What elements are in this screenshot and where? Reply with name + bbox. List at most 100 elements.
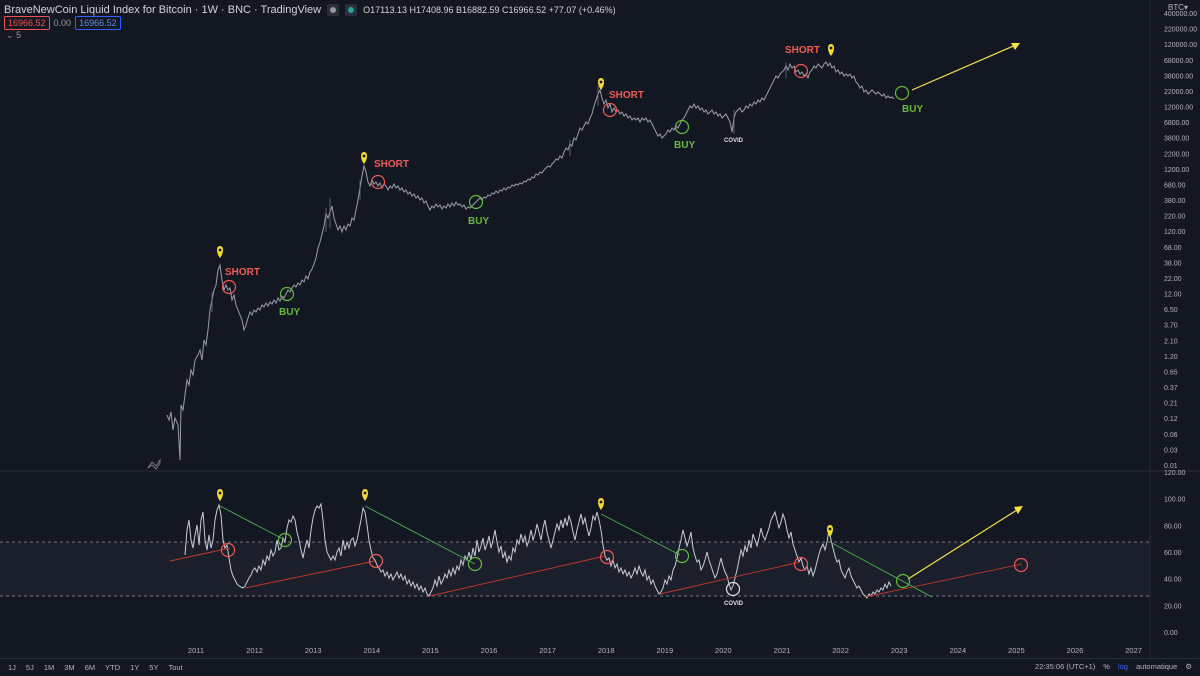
range-button-1y[interactable]: 1Y <box>130 663 140 672</box>
log-scale-toggle[interactable]: log <box>1117 662 1128 671</box>
rsi-support-line-2[interactable] <box>244 560 376 589</box>
rsi-support-line-4[interactable] <box>659 561 801 595</box>
time-axis-tick: 2019 <box>656 646 673 655</box>
indicator-count: 5 <box>16 30 22 40</box>
price-axis-tick: 0.21 <box>1164 401 1178 408</box>
location-pin-icon[interactable] <box>598 498 604 510</box>
tradingview-logo-icon <box>147 458 161 470</box>
time-axis-tick: 2024 <box>949 646 966 655</box>
short-circle[interactable] <box>602 102 618 118</box>
rsi-support-line-3[interactable] <box>429 555 606 597</box>
location-pin-icon[interactable] <box>827 525 833 537</box>
settings-gear-icon[interactable]: ⚙ <box>1185 662 1192 671</box>
price-axis[interactable]: 400000.00 220000.00 120000.00 68000.00 38000… <box>1164 11 1197 470</box>
trade-price-row: 16966.52 0.00 16966.52 <box>4 16 121 30</box>
range-button-1j[interactable]: 1J <box>8 663 16 672</box>
rsi-resistance-line-4[interactable] <box>829 541 933 598</box>
buy-circle[interactable] <box>468 194 484 210</box>
range-button-5j[interactable]: 5J <box>25 663 34 672</box>
short-circle[interactable] <box>793 63 809 79</box>
time-axis-tick: 2014 <box>363 646 380 655</box>
auto-scale-toggle[interactable]: automatique <box>1135 662 1178 671</box>
buy-circle[interactable] <box>277 532 293 548</box>
sell-price-button[interactable]: 16966.52 <box>4 16 50 30</box>
currency-selector[interactable]: BTC▾ <box>1167 3 1188 12</box>
range-button-3m[interactable]: 3M <box>64 663 75 672</box>
rsi-resistance-line-1[interactable] <box>219 505 286 541</box>
time-axis-tick: 2026 <box>1067 646 1084 655</box>
price-axis-tick: 220.00 <box>1164 214 1186 221</box>
rsi-series[interactable] <box>184 502 892 599</box>
covid-circle[interactable] <box>725 581 741 597</box>
rsi-resistance-line-2[interactable] <box>364 505 476 565</box>
price-axis-tick: 0.03 <box>1164 447 1178 454</box>
range-button-5y[interactable]: 5Y <box>149 663 159 672</box>
price-axis-tick: 22000.00 <box>1164 89 1193 96</box>
buy-circle[interactable] <box>674 119 690 135</box>
price-axis-tick: 2.10 <box>1164 338 1178 345</box>
price-series[interactable] <box>166 61 895 461</box>
market-status-icon[interactable] <box>345 4 358 16</box>
price-axis-tick: 680.00 <box>1164 182 1186 189</box>
visibility-eye-icon[interactable] <box>327 4 340 16</box>
buy-label: BUY <box>468 216 489 227</box>
buy-circle[interactable] <box>894 85 910 101</box>
percent-scale-toggle[interactable]: % <box>1103 662 1110 671</box>
short-circle[interactable] <box>599 549 615 565</box>
price-axis-tick: 38.00 <box>1164 260 1182 267</box>
time-axis-tick: 2023 <box>891 646 908 655</box>
price-axis-tick: 3800.00 <box>1164 136 1189 143</box>
indicators-collapse-toggle[interactable]: ⌄ 5 <box>6 30 21 41</box>
price-axis-tick: 2200.00 <box>1164 151 1189 158</box>
short-circle[interactable] <box>370 174 386 190</box>
short-circle[interactable] <box>368 553 384 569</box>
buy-price-button[interactable]: 16966.52 <box>75 16 121 30</box>
price-axis-tick: 0.01 <box>1164 463 1178 470</box>
short-circle[interactable] <box>220 542 236 558</box>
rsi-band <box>0 542 1150 596</box>
price-axis-tick: 3.70 <box>1164 323 1178 330</box>
rsi-support-line-1[interactable] <box>169 547 231 562</box>
range-button-ytd[interactable]: YTD <box>105 663 121 672</box>
spread-value: 0.00 <box>53 18 72 28</box>
price-axis-tick: 0.06 <box>1164 432 1178 439</box>
range-button-6m[interactable]: 6M <box>84 663 96 672</box>
location-pin-icon[interactable] <box>217 246 223 258</box>
legend-title-row: BraveNewCoin Liquid Index for Bitcoin · … <box>4 4 616 16</box>
location-pin-icon[interactable] <box>828 44 834 56</box>
location-pin-icon[interactable] <box>598 78 604 90</box>
buy-circle[interactable] <box>895 573 911 589</box>
buy-circle[interactable] <box>674 548 690 564</box>
covid-label: COVID <box>724 601 744 607</box>
short-circle[interactable] <box>793 556 809 572</box>
price-axis-tick: 68.00 <box>1164 245 1182 252</box>
short-label: SHORT <box>374 159 409 170</box>
buy-circle[interactable] <box>279 286 295 302</box>
time-axis-tick: 2021 <box>774 646 791 655</box>
time-axis-tick: 2013 <box>305 646 322 655</box>
chart-header: BraveNewCoin Liquid Index for Bitcoin · … <box>0 0 1150 40</box>
rsi-trendlines <box>169 505 1023 598</box>
short-circle[interactable] <box>221 279 237 295</box>
symbol-title[interactable]: BraveNewCoin Liquid Index for Bitcoin · … <box>4 4 322 16</box>
short-circle[interactable] <box>1013 557 1029 573</box>
time-axis-tick: 2012 <box>246 646 263 655</box>
rsi-support-line-5[interactable] <box>864 563 1023 598</box>
rsi-resistance-line-3[interactable] <box>600 513 681 556</box>
time-axis-tick: 2022 <box>832 646 849 655</box>
price-signal-circles <box>221 63 910 302</box>
scale-controls: 22:35:06 (UTC+1) % log automatique ⚙ <box>1035 662 1192 671</box>
range-button-1m[interactable]: 1M <box>43 663 55 672</box>
buy-circle[interactable] <box>467 556 483 572</box>
chart-canvas[interactable]: SHORT BUY SHORT BUY SHORT BUY COVID SHOR… <box>0 0 1200 658</box>
range-button-tout[interactable]: Tout <box>168 663 183 672</box>
location-pin-icon[interactable] <box>217 489 223 501</box>
price-projection-arrow[interactable] <box>911 43 1019 91</box>
time-axis[interactable]: 2011 2012 2013 2014 2015 2016 2017 2018 2019 2020… <box>188 646 1142 655</box>
location-pin-icon[interactable] <box>361 152 367 164</box>
rsi-projection-arrow[interactable] <box>907 507 1021 580</box>
location-pin-icon[interactable] <box>362 489 368 501</box>
rsi-axis[interactable]: 120.00 100.00 80.00 60.00 40.00 20.00 0.00 <box>1164 470 1186 637</box>
buy-label: BUY <box>674 140 695 151</box>
clock-display[interactable]: 22:35:06 (UTC+1) <box>1035 662 1096 671</box>
